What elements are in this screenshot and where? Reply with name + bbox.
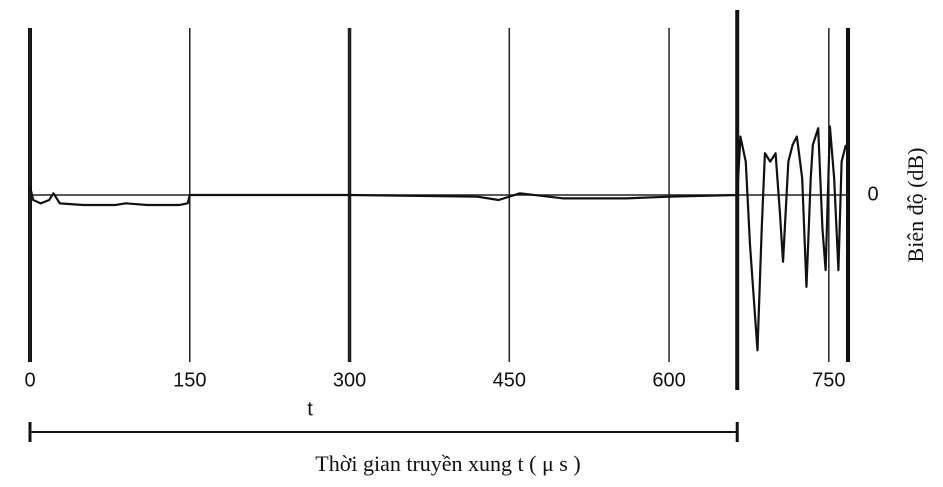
x-tick-label: 750 <box>812 369 845 391</box>
x-tick-label: 150 <box>173 369 206 391</box>
x-tick-label: 300 <box>333 369 366 391</box>
span-label: t <box>307 398 313 420</box>
x-tick-label: 450 <box>493 369 526 391</box>
signal-line <box>28 125 847 352</box>
y-axis-title: Biên độ (dB) <box>903 148 928 263</box>
x-tick-label: 600 <box>652 369 685 391</box>
y-tick-label: 0 <box>867 183 878 205</box>
x-axis-title: Thời gian truyền xung t ( μ s ) <box>315 451 580 476</box>
x-tick-label: 0 <box>24 369 35 391</box>
